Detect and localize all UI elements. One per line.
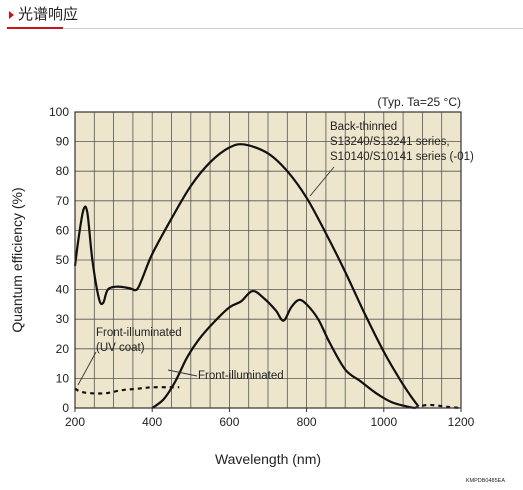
section-header: 光谱响应 [0, 0, 523, 32]
y-tick-label: 90 [56, 135, 70, 149]
series-front-tail [414, 403, 462, 410]
annotation-pointer-back-thinned [309, 166, 335, 197]
series-back-thinned [73, 143, 420, 408]
header-divider [7, 28, 523, 29]
y-tick-label: 100 [49, 105, 69, 119]
y-tick-label: 10 [56, 371, 70, 385]
condition-label: (Typ. Ta=25 °C) [377, 95, 461, 109]
plot-frame [74, 111, 462, 409]
y-tick-label: 0 [62, 401, 69, 415]
series-front-uv [74, 386, 180, 395]
annotation-back-thinned: Back-thinned [330, 121, 397, 133]
y-tick-label: 80 [56, 164, 70, 178]
y-tick-label: 30 [56, 312, 70, 326]
y-tick-label: 60 [56, 223, 70, 237]
bullet-triangle-icon [9, 11, 14, 19]
y-tick-label: 20 [56, 342, 70, 356]
figure-code: KMPDB0485EA [466, 478, 505, 484]
annotation-front-uv: Front-illuminated [96, 327, 182, 339]
x-axis-label: Wavelength (nm) [215, 451, 321, 467]
header-accent-bar [7, 27, 63, 29]
annotation-back-thinned: S13240/S13241 series, [330, 136, 450, 148]
x-tick-label: 600 [219, 415, 239, 429]
x-tick-label: 400 [142, 415, 162, 429]
annotation-back-thinned: S10140/S10141 series (-01) [330, 151, 474, 163]
x-tick-label: 1200 [448, 415, 475, 429]
section-title: 光谱响应 [18, 5, 79, 23]
x-tick-label: 1000 [370, 415, 397, 429]
x-tick-label: 800 [297, 415, 317, 429]
x-tick-label: 200 [65, 415, 85, 429]
y-tick-label: 70 [56, 194, 70, 208]
annotation-front: Front-illuminated [198, 370, 284, 382]
y-tick-label: 40 [56, 283, 70, 297]
y-axis-label: Quantum efficiency (%) [9, 187, 25, 332]
annotation-pointer-front-uv [77, 351, 97, 386]
series-front [151, 289, 415, 410]
y-tick-label: 50 [56, 253, 70, 267]
annotation-front-uv: (UV coat) [96, 342, 145, 354]
annotation-pointer-front [167, 369, 198, 377]
